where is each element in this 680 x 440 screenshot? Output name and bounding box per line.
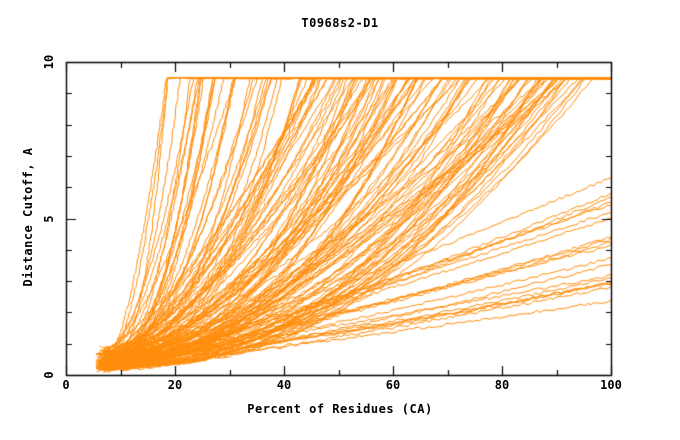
- x-tick-label-60: 60: [385, 378, 401, 392]
- x-tick-label-0: 0: [62, 378, 70, 392]
- x-tick-label-100: 100: [600, 378, 622, 392]
- y-tick-label-10: 10: [42, 54, 56, 70]
- x-tick-label-40: 40: [276, 378, 292, 392]
- y-tick-label-0: 0: [42, 371, 56, 379]
- x-tick-label-20: 20: [167, 378, 183, 392]
- x-axis-label: Percent of Residues (CA): [247, 402, 433, 416]
- y-tick-label-5: 5: [42, 215, 56, 223]
- x-tick-label-80: 80: [494, 378, 510, 392]
- y-axis-label: Distance Cutoff, A: [21, 147, 35, 287]
